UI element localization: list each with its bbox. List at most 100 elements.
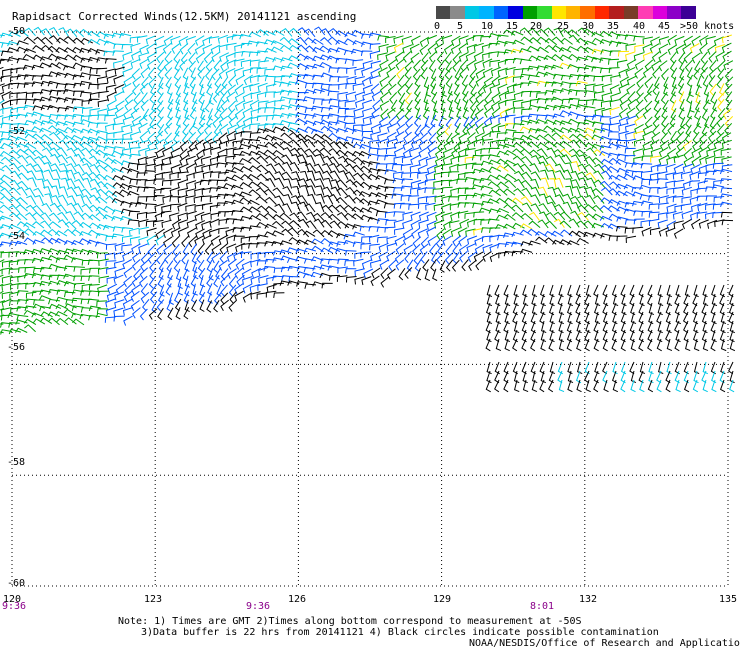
wind-barb: [567, 370, 574, 384]
wind-barb: [625, 51, 636, 60]
wind-barb: [553, 218, 565, 228]
wind-barb: [225, 227, 236, 237]
wind-barb: [391, 193, 404, 199]
wind-barb: [39, 114, 52, 121]
wind-barb: [426, 195, 437, 203]
wind-barb: [209, 139, 220, 149]
wind-barb: [80, 65, 93, 72]
wind-barb: [521, 171, 533, 181]
wind-barb: [360, 242, 372, 250]
wind-barb: [112, 190, 125, 198]
wind-barb: [521, 187, 533, 197]
wind-barb: [490, 66, 501, 77]
wind-barb: [716, 60, 726, 73]
wind-barb: [354, 76, 366, 84]
wind-barb: [218, 132, 228, 144]
wind-barb: [684, 59, 693, 72]
wind-barb: [9, 212, 21, 221]
wind-barb: [720, 311, 727, 325]
wind-barb: [208, 92, 214, 106]
wind-barb: [320, 211, 333, 221]
wind-barb: [281, 228, 294, 237]
wind-barb: [75, 194, 85, 205]
wind-barb: [313, 98, 325, 104]
wind-barb: [380, 108, 389, 121]
wind-barb: [696, 75, 702, 89]
wind-barb: [474, 108, 484, 120]
wind-barb: [519, 73, 532, 80]
legend-swatch: [551, 6, 566, 19]
wind-barb: [390, 99, 398, 112]
wind-barb: [513, 116, 525, 123]
wind-barb: [623, 208, 636, 214]
wind-barb: [200, 212, 212, 221]
wind-barb: [1, 115, 13, 124]
wind-barb: [291, 195, 302, 205]
wind-barb: [104, 252, 116, 260]
wind-barb: [369, 50, 380, 59]
wind-barb: [615, 158, 629, 164]
legend-swatch: [537, 6, 552, 19]
wind-barb: [201, 234, 212, 245]
wind-barb: [57, 211, 69, 221]
wind-barb: [361, 236, 372, 243]
wind-barb: [404, 250, 412, 264]
wind-barb: [593, 379, 599, 393]
wind-barb: [65, 28, 78, 38]
wind-barb: [512, 311, 518, 325]
wind-barb: [266, 114, 278, 121]
wind-barb: [235, 74, 246, 85]
wind-barb: [620, 361, 627, 375]
wind-barb: [164, 251, 173, 264]
wind-barb: [160, 187, 172, 194]
wind-barb: [535, 71, 549, 77]
wind-barb: [115, 100, 125, 111]
wind-barb: [663, 76, 669, 90]
wind-barb: [312, 281, 325, 287]
wind-barb: [489, 59, 500, 67]
wind-barb: [512, 99, 524, 107]
wind-barb: [535, 92, 548, 98]
wind-barb: [113, 260, 125, 269]
wind-barb: [553, 73, 565, 80]
wind-barb: [16, 106, 28, 113]
wind-barb: [80, 136, 93, 142]
wind-barb: [105, 298, 116, 308]
wind-barb: [544, 230, 557, 237]
wind-barb: [8, 82, 20, 89]
wind-barb: [320, 28, 332, 38]
wind-barb: [496, 165, 509, 172]
wind-barb: [131, 115, 142, 127]
wind-barb: [80, 298, 92, 305]
wind-barb: [386, 268, 396, 280]
legend-label: 30: [582, 21, 595, 32]
wind-barb: [49, 202, 61, 212]
wind-barb: [648, 203, 660, 210]
wind-barb: [666, 187, 677, 195]
wind-barb: [157, 106, 165, 120]
wind-barb: [147, 140, 157, 151]
wind-barb: [169, 196, 181, 202]
wind-barb: [457, 147, 468, 158]
wind-barb: [163, 236, 173, 248]
wind-barb: [663, 83, 669, 96]
wind-barb: [264, 231, 277, 237]
wind-barb: [123, 290, 133, 302]
wind-barb: [699, 131, 708, 144]
wind-barb: [265, 196, 277, 205]
wind-barb: [678, 107, 685, 120]
wind-barb: [198, 267, 206, 281]
wind-barb: [594, 293, 601, 307]
wind-barb: [0, 187, 12, 196]
wind-barb: [264, 241, 277, 247]
wind-barb: [635, 92, 644, 105]
wind-barb: [521, 68, 533, 74]
wind-barb: [705, 155, 716, 164]
wind-barb: [512, 76, 524, 83]
wind-barb: [444, 67, 452, 80]
wind-barb: [197, 66, 206, 79]
wind-barb: [304, 283, 317, 289]
wind-barb: [475, 122, 484, 135]
wind-barb: [113, 315, 125, 322]
wind-barb: [329, 76, 341, 82]
